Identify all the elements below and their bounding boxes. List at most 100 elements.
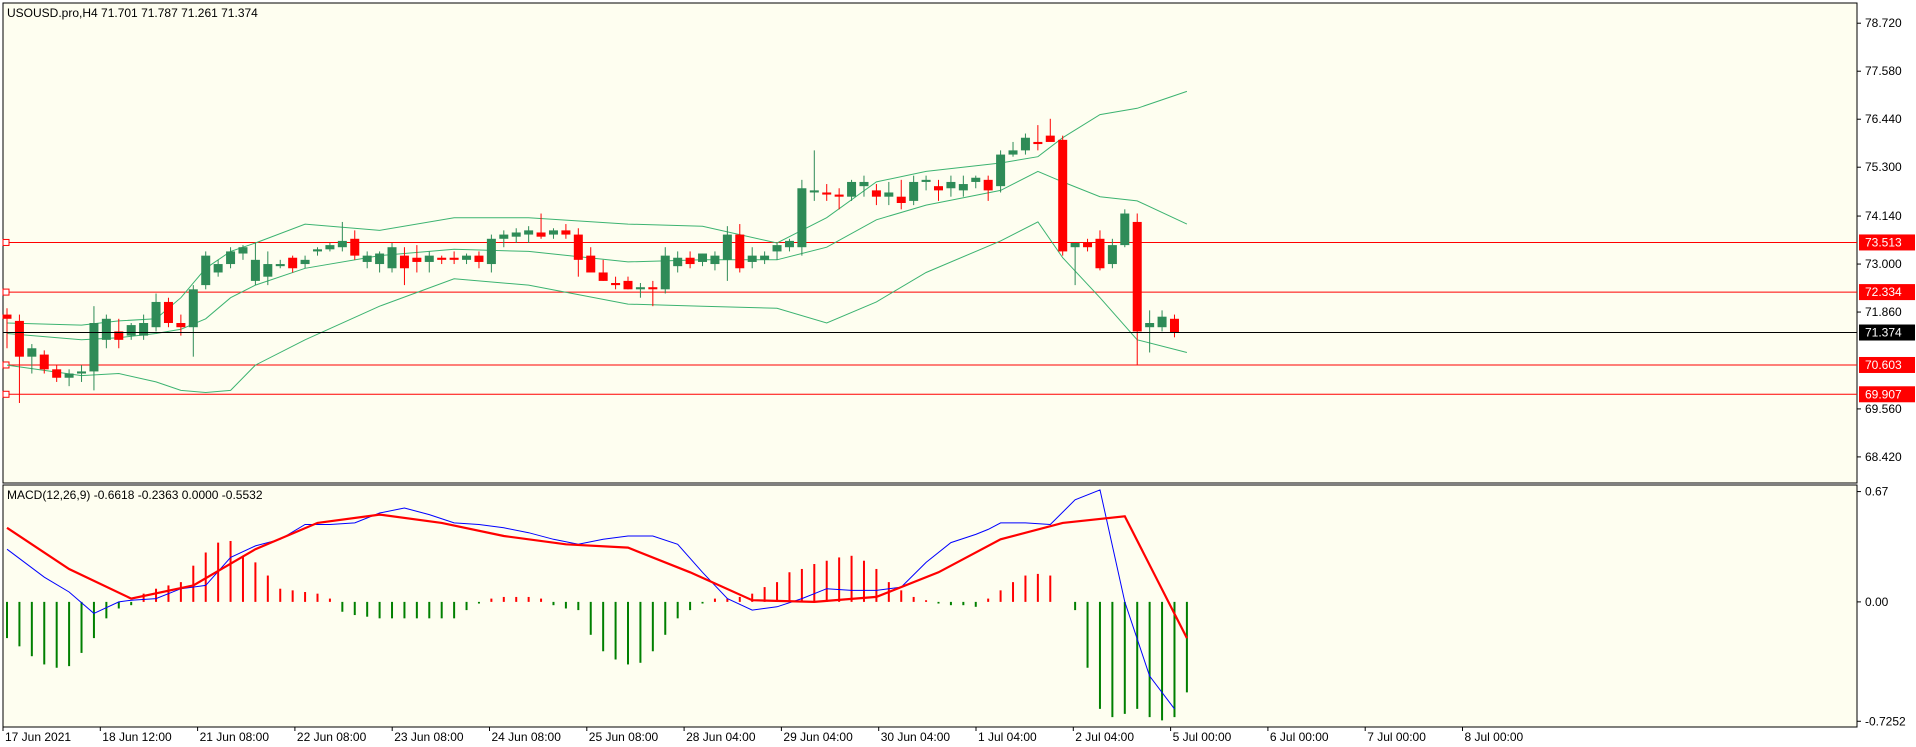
candle-bull [1120,213,1130,246]
time-tick-label: 21 Jun 08:00 [200,730,270,744]
time-tick-label: 6 Jul 00:00 [1270,730,1329,744]
candle-bear [449,257,459,260]
lower-band [6,221,1188,394]
candle-bull [760,255,770,260]
candle-bear [983,179,993,191]
price-tick-label: 77.580 [1865,64,1902,78]
level-price-tag [1859,356,1915,373]
candle-bull [462,255,472,260]
candle-bear [685,257,695,265]
candle-bear [52,369,62,378]
time-tick-label: 8 Jul 00:00 [1465,730,1524,744]
candle-bear [412,257,422,262]
candle-bull [77,371,87,374]
candle-bull [139,323,149,336]
current-price-tag [1859,324,1915,341]
price-tick-label: 69.560 [1865,402,1902,416]
candle-bear [14,320,24,357]
current-price-line: 71.374 [3,324,1915,341]
candle-bull [772,245,782,252]
price-tick-label: 74.140 [1865,209,1902,223]
candle-bear [586,255,596,273]
candle-bull [64,373,74,378]
candle-bear [176,323,186,328]
candle-bull [635,287,645,290]
candle-bear [1095,238,1105,269]
current-price-label: 71.374 [1865,326,1902,340]
candle-bear [822,192,832,195]
macd-tick-label: -0.7252 [1865,714,1906,728]
candle-bull [698,253,708,262]
candle-bear [1169,318,1179,333]
candle-bear [896,196,906,203]
candle-bull [226,251,236,265]
candle-bear [934,186,943,191]
candle-bull [238,247,248,254]
candle-bull [884,192,894,197]
candle-bear [39,354,49,370]
candle-bull [337,240,347,248]
candlesticks [2,118,1179,403]
price-panel[interactable] [2,2,1858,484]
candle-bull [909,181,919,201]
candle-bull [1145,323,1155,328]
candle-bear [288,257,298,269]
candle-bull [213,264,223,273]
candle-bear [163,301,173,323]
time-axis: 17 Jun 2021 18 Jun 12:00 21 Jun 08:00 22 Ju… [2,727,1524,744]
candle-bear [561,230,571,235]
level-price-tag [1859,284,1915,301]
candle-bull [722,234,732,260]
candle-bull [1107,245,1117,265]
candle-bull [809,190,819,193]
candle-bear [573,234,583,260]
candle-bull [499,234,509,239]
candle-bear [350,238,360,256]
macd-main-line [6,489,1175,710]
macd-panel[interactable] [2,484,1858,728]
time-tick-label: 30 Jun 04:00 [881,730,951,744]
time-tick-label: 18 Jun 12:00 [102,730,172,744]
level-price-tag [1859,234,1915,251]
time-tick-label: 23 Jun 08:00 [394,730,464,744]
time-tick-label: 7 Jul 00:00 [1367,730,1426,744]
candle-bull [1020,137,1030,151]
candle-bull [387,247,397,269]
macd-tick-label: 0.67 [1865,485,1889,499]
candle-bear [536,232,546,237]
candle-bull [27,348,37,357]
candle-bear [1045,135,1055,142]
candle-bull [325,245,335,250]
candle-bull [673,257,683,267]
candle-bear [648,287,658,290]
candle-bull [946,181,956,189]
candle-bull [151,301,161,328]
macd-axis: 0.67 0.00 -0.7252 [1857,485,1906,728]
candle-bull [996,154,1006,187]
candle-bear [437,257,447,260]
candle-bull [548,230,558,235]
macd-signal-line [6,513,1188,639]
time-tick-label: 25 Jun 08:00 [589,730,659,744]
level-line-handle [2,390,10,398]
candle-bear [598,272,608,281]
level-price-tag [1859,386,1915,403]
price-tick-label: 75.300 [1865,160,1902,174]
candle-bull [660,255,670,290]
level-line-handle [2,288,10,296]
candle-bull [747,255,757,262]
time-tick-label: 22 Jun 08:00 [297,730,367,744]
price-tick-label: 76.440 [1865,112,1902,126]
candle-bull [250,259,260,281]
candle-bull [710,255,720,265]
candle-bull [958,184,968,191]
candle-bull [971,177,981,182]
level-price-label: 69.907 [1865,387,1902,401]
candle-bull [362,255,372,262]
time-tick-label: 2 Jul 04:00 [1075,730,1134,744]
time-tick-label: 28 Jun 04:00 [686,730,756,744]
candle-bull [1008,150,1018,155]
candle-bear [1083,243,1093,248]
candle-bear [474,255,484,262]
